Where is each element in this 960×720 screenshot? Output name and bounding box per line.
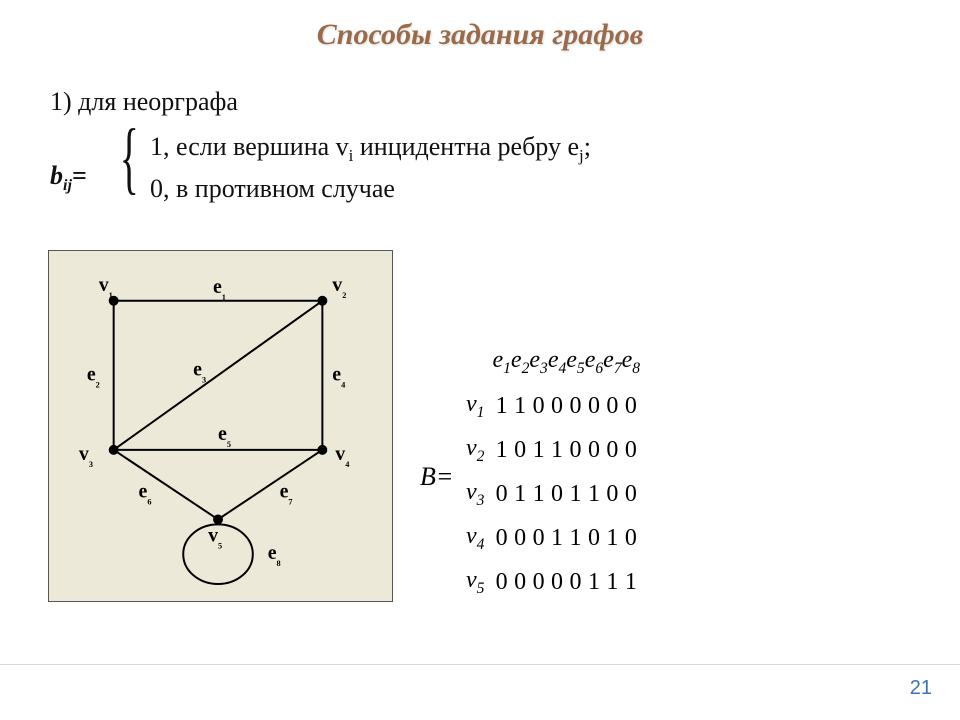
matrix-cell: 0 [511,516,529,560]
matrix-row-header: v3 [466,472,492,516]
graph-edge-label: e₇ [280,481,293,506]
definition-case-1: 1, если вершина vi инцидентна ребру ej; [50,127,910,169]
matrix-cell: 1 [511,384,529,428]
matrix-cell: 0 [511,428,529,472]
matrix-cell: 1 [529,472,547,516]
bij-label: bij= [50,156,87,198]
graph-node-label: v₁ [99,274,113,299]
case1-text1: , если вершина v [163,132,349,161]
footer-divider [0,664,960,665]
slide-title: Способы задания графов [0,0,960,52]
graph-node [213,514,223,524]
bij-sub: ij [63,177,72,194]
graph-node [109,445,119,455]
matrix-cell: 1 [548,428,566,472]
graph-svg: e₁ e₂ e₃ e₄ e₅ e₆ e₇ e₈ v₁ v₂ v₃ v₄ v₅ [59,261,382,591]
matrix-cell: 0 [585,516,603,560]
bij-b: b [50,161,63,190]
matrix-cell: 0 [548,472,566,516]
matrix-B-label: B= [420,462,453,492]
graph-edge-label: e₆ [139,481,152,506]
matrix-cell: 1 [492,428,510,472]
matrix-cell: 0 [566,384,584,428]
matrix-cell: 0 [603,428,621,472]
graph-node-label: v₃ [79,443,93,468]
graph-node [317,296,327,306]
graph-node-label: v₅ [208,524,222,549]
graph-edge-label: e₁ [213,276,226,301]
matrix-cell: 0 [548,560,566,604]
matrix-cell: 0 [566,428,584,472]
matrix-cell: 0 [603,472,621,516]
case1-end: ; [584,132,591,161]
matrix-cell: 1 [566,516,584,560]
graph-figure: e₁ e₂ e₃ e₄ e₅ e₆ e₇ e₈ v₁ v₂ v₃ v₄ v₅ [48,250,393,602]
matrix-cell: 0 [529,560,547,604]
graph-edge-label: e₈ [268,542,281,567]
graph-edge [114,450,218,520]
matrix-cell: 1 [566,472,584,516]
matrix-col-header: e1 [492,340,510,384]
matrix-cell: 0 [585,428,603,472]
matrix-cell: 1 [585,560,603,604]
line-1: 1) для неорграфа [50,82,910,121]
definition-case-2: 0, в противном случае [50,169,910,208]
matrix-col-header: e2 [511,340,529,384]
case1-num: 1 [150,132,163,161]
matrix-col-header: e7 [603,340,621,384]
matrix-row-header: v1 [466,384,492,428]
matrix-cell: 0 [529,384,547,428]
matrix-cell: 0 [585,384,603,428]
matrix-table: e1e2e3e4e5e6e7e8 v111000000v210110000v30… [466,340,640,604]
matrix-cell: 0 [622,384,640,428]
page-number: 21 [910,677,932,700]
matrix-row-header: v5 [466,560,492,604]
graph-edge [218,450,322,520]
matrix-cell: 1 [603,560,621,604]
matrix-cell: 0 [548,384,566,428]
matrix-cell: 0 [492,472,510,516]
matrix-cell: 1 [603,516,621,560]
matrix-cell: 0 [622,516,640,560]
matrix-row-header: v4 [466,516,492,560]
matrix-cell: 0 [492,560,510,604]
matrix-col-header: e6 [585,340,603,384]
graph-edge-label: e₃ [193,358,206,383]
matrix-cell: 0 [622,428,640,472]
case1-text2: инцидентна ребру e [353,132,579,161]
matrix-col-header: e4 [548,340,566,384]
graph-edge-label: e₂ [87,363,100,388]
content-area: 1) для неорграфа 1, если вершина vi инци… [0,52,960,208]
matrix-cell: 1 [492,384,510,428]
matrix-cell: 1 [529,428,547,472]
matrix-cell: 1 [585,472,603,516]
bij-eq: = [72,161,87,190]
matrix-cell: 0 [603,384,621,428]
graph-edge-label: e₅ [218,423,231,448]
matrix-col-header: e5 [566,340,584,384]
matrix-cell: 1 [548,516,566,560]
graph-node-label: v₂ [332,274,346,299]
matrix-cell: 0 [566,560,584,604]
brace-icon: { [120,118,139,198]
matrix-cell: 0 [622,472,640,516]
matrix-cell: 1 [622,560,640,604]
matrix-cell: 0 [511,560,529,604]
matrix-col-header: e3 [529,340,547,384]
matrix-col-header: e8 [622,340,640,384]
graph-node [317,445,327,455]
graph-node-label: v₄ [335,443,350,468]
matrix-cell: 0 [492,516,510,560]
matrix-cell: 1 [511,472,529,516]
matrix-row-header: v2 [466,428,492,472]
matrix-cell: 0 [529,516,547,560]
graph-edge-label: e₄ [332,363,346,388]
